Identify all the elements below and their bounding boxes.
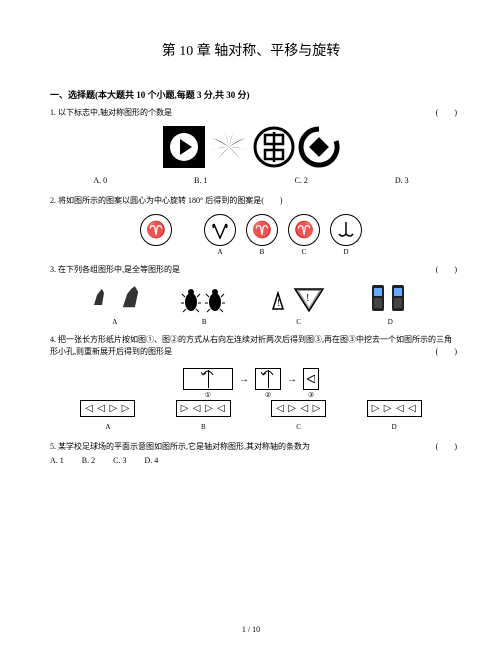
logo-icbc: [253, 126, 295, 168]
fold-label-1: ①: [205, 391, 211, 399]
horse-icon: [92, 283, 138, 315]
q4-label-c: C: [296, 423, 301, 431]
fold-3: ③: [303, 368, 319, 390]
q5-options: A. 1 B. 2 C. 3 D. 4: [50, 456, 452, 465]
q2-circles: ♈ A ♈ B ♈ C D: [50, 214, 452, 256]
q1-paren: ( ): [436, 107, 457, 118]
q1-opt-a: A. 0: [50, 176, 151, 185]
q1-logos: [50, 126, 452, 168]
arrow-icon: →: [239, 374, 249, 385]
q4-opt-d: ▷ ▷ ◁ ◁: [367, 400, 422, 417]
q5-stem: 5. 某学校足球场的平面示意图如图所示,它是轴对称图形,其对称轴的条数为: [50, 442, 310, 451]
svg-text:!: !: [306, 293, 309, 304]
page-title: 第 10 章 轴对称、平移与旋转: [50, 40, 452, 60]
section-header: 一、选择题(本大题共 10 个小题,每题 3 分,共 30 分): [50, 88, 452, 101]
q5-paren: ( ): [436, 441, 457, 452]
q2-ref: ♈: [140, 214, 172, 256]
q1-text: 1. 以下标志中,轴对称图形的个数是 ( ): [50, 107, 452, 118]
q2-opt-b-icon: ♈: [246, 214, 278, 246]
beetle-icon: [181, 287, 227, 315]
q5-opt-d: D. 4: [144, 456, 158, 465]
logo-huawei: [208, 126, 250, 168]
aries-icon: ♈: [140, 214, 172, 246]
q4-opt-c: ◁ ▷ ◁ ▷: [271, 400, 326, 417]
q4-stem: 4. 把一张长方形纸片按如图①、图②的方式从右向左连续对折两次后得到图③,再在图…: [50, 335, 452, 356]
q2-opt-c-icon: ♈: [288, 214, 320, 246]
q3-label-d: D: [388, 318, 393, 326]
fold-2: ②: [255, 368, 281, 390]
q5-opt-a: A. 1: [50, 456, 64, 465]
q3-stem: 3. 在下列各组图形中,是全等图形的是: [50, 265, 180, 274]
q5-opt-b: B. 2: [82, 456, 95, 465]
q4-fold-diagram: ① → ② → ③: [50, 368, 452, 390]
q4-labels: A B C D: [60, 423, 442, 431]
q3-label-c: C: [296, 318, 301, 326]
q3-text: 3. 在下列各组图形中,是全等图形的是 ( ): [50, 264, 452, 275]
logo-play: [163, 126, 205, 168]
fold-1: ①: [183, 368, 233, 390]
q2-label-b: B: [260, 248, 265, 256]
q2-label-a: A: [217, 248, 222, 256]
q1-options: A. 0 B. 1 C. 2 D. 3: [50, 176, 452, 185]
q3-shapes: A B !: [70, 283, 432, 326]
q3-label-b: B: [202, 318, 207, 326]
q4-opt-b: ▷ ◁ ▷ ◁: [176, 400, 231, 417]
q1-opt-b: B. 1: [151, 176, 252, 185]
q3-label-a: A: [112, 318, 117, 326]
q4-paren: ( ): [436, 346, 457, 358]
svg-text:!: !: [277, 298, 280, 309]
arrow-icon: →: [287, 374, 297, 385]
q2-label-c: C: [302, 248, 307, 256]
q4-opt-a: ◁ ◁ ▷ ▷: [80, 400, 135, 417]
q4-text: 4. 把一张长方形纸片按如图①、图②的方式从右向左连续对折两次后得到图③,再在图…: [50, 334, 452, 358]
q1-stem: 1. 以下标志中,轴对称图形的个数是: [50, 108, 172, 117]
q5-opt-c: C. 3: [113, 456, 126, 465]
logo-ccb: [298, 126, 340, 168]
q1-opt-c: C. 2: [251, 176, 352, 185]
phone-icon: [370, 283, 410, 315]
q1-opt-d: D. 3: [352, 176, 453, 185]
q2-opt-d-icon: [330, 214, 362, 246]
q4-label-d: D: [392, 423, 397, 431]
q4-options: ◁ ◁ ▷ ▷ ▷ ◁ ▷ ◁ ◁ ▷ ◁ ▷ ▷ ▷ ◁ ◁: [60, 400, 442, 417]
page-footer: 1 / 10: [0, 625, 502, 634]
triangle-sign-icon: ! !: [271, 285, 327, 315]
q2-label-d: D: [343, 248, 348, 256]
q2-opt-a-icon: [204, 214, 236, 246]
q2-text: 2. 将如图所示的图案以圆心为中心旋转 180° 后得到的图案是( ): [50, 195, 452, 206]
q4-label-a: A: [105, 423, 110, 431]
fold-label-3: ③: [308, 391, 314, 399]
q4-label-b: B: [201, 423, 206, 431]
q5-text: 5. 某学校足球场的平面示意图如图所示,它是轴对称图形,其对称轴的条数为 ( ): [50, 441, 452, 452]
fold-label-2: ②: [265, 391, 271, 399]
q3-paren: ( ): [436, 264, 457, 275]
